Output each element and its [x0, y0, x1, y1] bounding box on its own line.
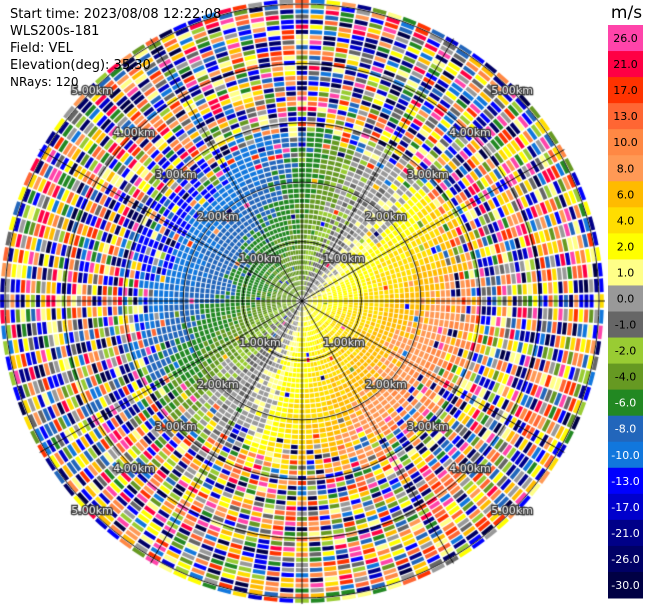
colorbar-segment [608, 259, 643, 286]
colorbar-segment [608, 493, 643, 521]
colorbar-tick-label: -1.0 [615, 319, 636, 332]
instrument-label: WLS200s-181 [10, 24, 100, 39]
colorbar-tick-label: -8.0 [615, 423, 636, 436]
colorbar-tick-label: -6.0 [615, 397, 636, 410]
colorbar-tick-label: 17.0 [613, 84, 638, 97]
colorbar-segment [608, 207, 643, 234]
colorbar-segment [608, 25, 643, 52]
colorbar-tick-label: 10.0 [613, 136, 638, 149]
nrays-label: NRays: 120 [10, 75, 79, 89]
colorbar-segment [608, 181, 643, 208]
colorbar-tick-label: -13.0 [611, 475, 639, 488]
colorbar-segment [608, 571, 643, 599]
elevation-label: Elevation(deg): 35.30 [10, 58, 151, 73]
colorbar-tick-label: -30.0 [611, 579, 639, 592]
colorbar-tick-label: -17.0 [611, 501, 639, 514]
colorbar-tick-label: 26.0 [613, 32, 638, 45]
field-label: Field: VEL [10, 41, 73, 56]
colorbar-segment [608, 337, 643, 365]
colorbar-segment [608, 155, 643, 182]
colorbar-segment [608, 363, 643, 391]
colorbar-segment [608, 519, 643, 547]
colorbar-segment [608, 51, 643, 78]
colorbar-tick-label: 8.0 [617, 162, 635, 175]
header-info: Start time: 2023/08/08 12:22:08 WLS200s-… [10, 6, 221, 91]
colorbar-tick-label: 2.0 [617, 240, 635, 253]
colorbar-segment [608, 389, 643, 417]
colorbar-tick-label: 1.0 [617, 266, 635, 279]
colorbar-segment [608, 467, 643, 495]
colorbar-segment [608, 233, 643, 260]
colorbar-tick-label: -26.0 [611, 553, 639, 566]
colorbar-segment [608, 415, 643, 443]
colorbar-segment [608, 545, 643, 573]
start-time-label: Start time: 2023/08/08 12:22:08 [10, 7, 222, 22]
colorbar-segment [608, 311, 643, 339]
colorbar-tick-label: 4.0 [617, 214, 635, 227]
colorbar-tick-label: -4.0 [615, 371, 636, 384]
colorbar-tick-label: -2.0 [615, 345, 636, 358]
colorbar-tick-label: 13.0 [613, 110, 638, 123]
colorbar-segment [608, 103, 643, 130]
colorbar-tick-label: 21.0 [613, 58, 638, 71]
colorbar-segment [608, 129, 643, 156]
colorbar-tick-label: 0.0 [617, 292, 635, 305]
colorbar-tick-label: -10.0 [611, 449, 639, 462]
colorbar-segment [608, 285, 643, 312]
colorbar-segment [608, 441, 643, 469]
colorbar-tick-label: -21.0 [611, 527, 639, 540]
colorbar-segment [608, 77, 643, 104]
colorbar-units-label: m/s [611, 3, 642, 23]
colorbar-tick-label: 6.0 [617, 188, 635, 201]
